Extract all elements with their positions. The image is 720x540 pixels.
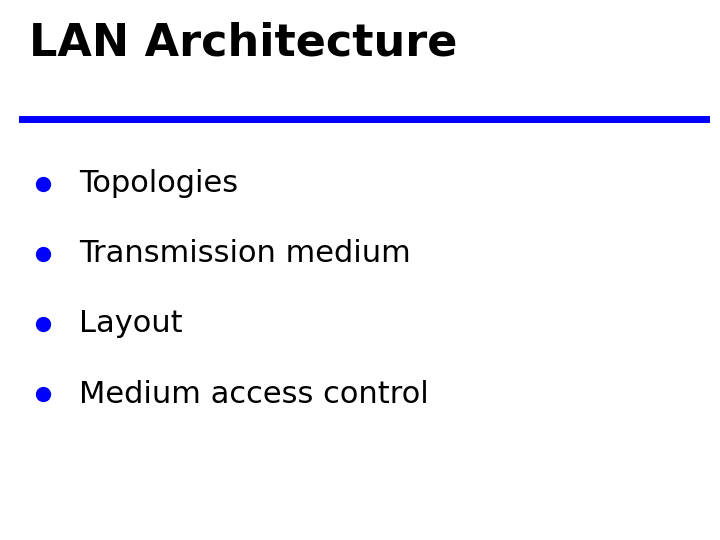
Text: Topologies: Topologies: [79, 169, 238, 198]
Text: Layout: Layout: [79, 309, 183, 339]
Text: Medium access control: Medium access control: [79, 380, 429, 409]
Text: Transmission medium: Transmission medium: [79, 239, 411, 268]
Text: LAN Architecture: LAN Architecture: [29, 22, 457, 65]
